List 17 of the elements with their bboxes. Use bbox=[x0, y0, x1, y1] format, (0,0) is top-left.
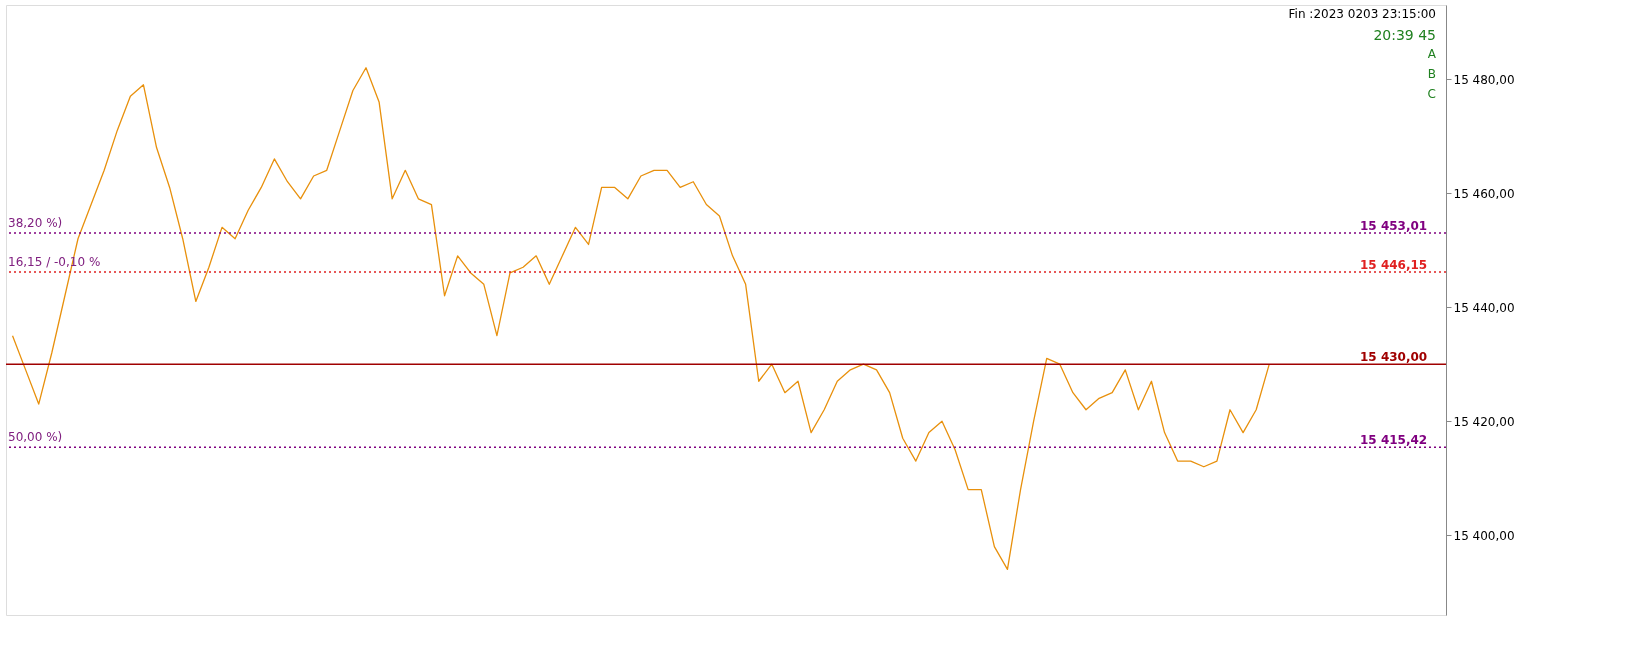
line-series bbox=[11, 67, 1270, 571]
ref-line-label: 15 415,42 bbox=[1360, 433, 1428, 448]
annotation: Fin :2023 0203 23:15:00 bbox=[1288, 7, 1436, 21]
annotation: C bbox=[1427, 87, 1436, 101]
y-tick-label: 15 420,00 bbox=[1453, 414, 1515, 429]
ref-line-label: 15 430,00 bbox=[1360, 350, 1428, 365]
annotation: 20:39 45 bbox=[1373, 27, 1436, 43]
y-tick-label: 15 480,00 bbox=[1453, 72, 1515, 87]
y-tick-label: 15 400,00 bbox=[1453, 528, 1515, 543]
ref-line-label: 15 446,15 bbox=[1360, 258, 1428, 273]
ref-line-label: 15 453,01 bbox=[1360, 218, 1428, 233]
y-tick-label: 15 460,00 bbox=[1453, 186, 1515, 201]
annotation: 50,00 %) bbox=[8, 430, 63, 445]
annotation: A bbox=[1427, 47, 1437, 61]
annotation: 38,20 %) bbox=[8, 215, 63, 230]
annotation: B bbox=[1427, 67, 1436, 81]
y-tick-label: 15 440,00 bbox=[1453, 300, 1515, 315]
